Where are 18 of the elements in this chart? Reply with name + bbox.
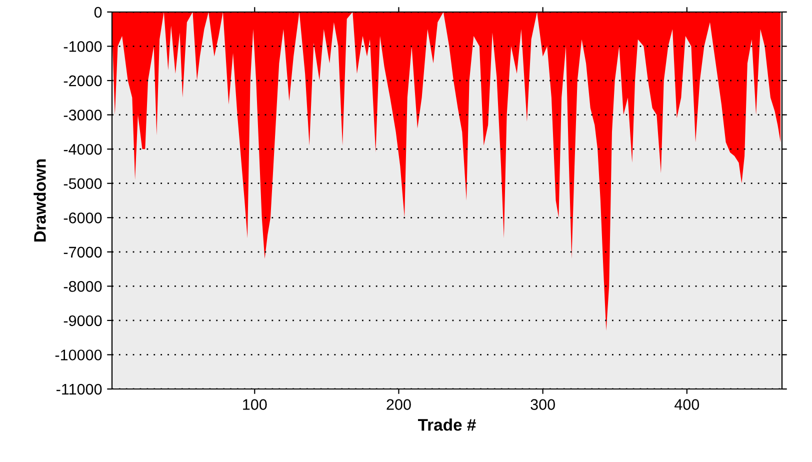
y-tick-label: -3000 xyxy=(64,110,102,121)
y-tick-label: -8000 xyxy=(64,281,102,292)
y-axis-title: Drawdown xyxy=(34,159,46,242)
y-tick-label: -1000 xyxy=(64,41,102,52)
y-tick-label: -6000 xyxy=(64,212,102,224)
y-tick-label: -7000 xyxy=(64,246,102,258)
y-tick-label: -9000 xyxy=(64,315,102,326)
y-tick-label: 0 xyxy=(94,6,102,18)
x-tick-label: 300 xyxy=(530,399,555,410)
x-tick-label: 100 xyxy=(243,399,267,410)
y-tick-label: -10000 xyxy=(55,350,102,360)
x-tick-label: 400 xyxy=(674,399,700,410)
x-axis-title: Trade # xyxy=(418,418,476,431)
x-tick-label: 200 xyxy=(386,399,411,410)
y-tick-label: -4000 xyxy=(64,144,102,155)
y-tick-label: -5000 xyxy=(64,178,102,190)
y-tick-label: -2000 xyxy=(64,75,102,86)
y-tick-label: -11000 xyxy=(56,384,102,395)
